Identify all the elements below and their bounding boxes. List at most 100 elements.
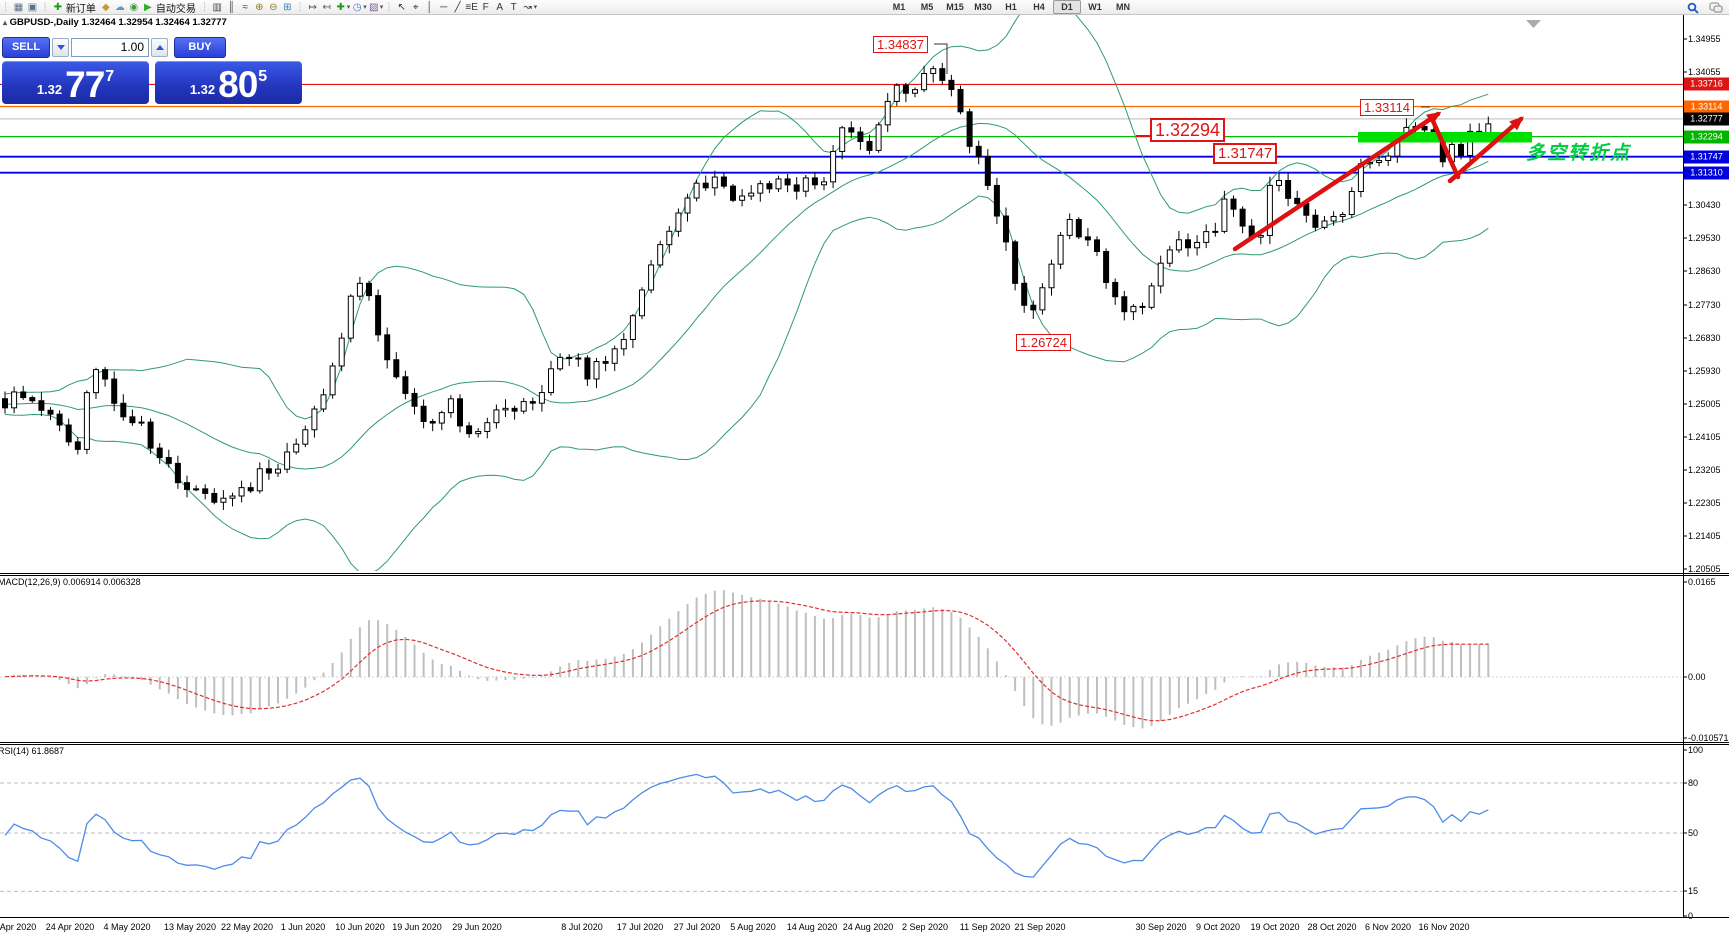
templates-icon-dropdown[interactable]: ▾: [379, 4, 384, 11]
price-annotation-high[interactable]: 1.34837: [873, 36, 928, 53]
new-order-icon[interactable]: ✚: [53, 1, 63, 13]
collapse-arrow-icon[interactable]: ▴: [3, 18, 8, 27]
timeframe-m5[interactable]: M5: [920, 2, 934, 12]
macd-histogram[interactable]: [4, 590, 1490, 729]
sell-button[interactable]: SELL: [2, 37, 50, 58]
price-tag: 1.33114: [1684, 100, 1729, 114]
vline-icon[interactable]: │: [426, 1, 433, 13]
timeframe-mn[interactable]: MN: [1116, 2, 1130, 12]
chart-window-icon[interactable]: ▦: [13, 1, 24, 13]
hline-icon[interactable]: ─: [440, 1, 448, 13]
periods-icon-dropdown[interactable]: ▾: [363, 4, 367, 11]
sell-quote-panel[interactable]: 1.32 77 7: [2, 61, 149, 104]
line-chart-icon[interactable]: ≈: [242, 1, 249, 13]
candlestick-chart-icon[interactable]: ║: [227, 1, 235, 13]
tile-windows-icon[interactable]: ⊞: [283, 1, 292, 13]
zoom-in-icon[interactable]: ⊕: [255, 1, 264, 13]
cloud-icon[interactable]: ☁: [114, 1, 125, 13]
bollinger-band-line[interactable]: [4, 0, 1489, 420]
date-label: 21 Sep 2020: [1014, 922, 1066, 932]
price-tick-label: 1.24105: [1688, 432, 1721, 442]
date-label: 22 May 2020: [220, 922, 274, 932]
timeframe-w1[interactable]: W1: [1088, 2, 1102, 12]
price-tick-label: 1.20505: [1688, 564, 1721, 574]
volume-input[interactable]: 1.00: [71, 38, 149, 57]
volume-up-button[interactable]: [151, 38, 168, 57]
price-annotation-low[interactable]: 1.26724: [1016, 334, 1071, 351]
cursor-icon[interactable]: ↖: [397, 1, 406, 13]
macd-signal-line[interactable]: [4, 600, 1489, 722]
zoom-out-icon[interactable]: ⊖: [269, 1, 278, 13]
fibo-expansion-icon[interactable]: F: [482, 1, 489, 13]
shapes-icon-dropdown[interactable]: ▾: [533, 4, 538, 11]
new-order-label[interactable]: 新订单: [65, 3, 96, 15]
date-label: 19 Oct 2020: [1250, 922, 1300, 932]
autotrade-label[interactable]: 自动交易: [155, 3, 196, 15]
green-highlight-band[interactable]: [1358, 132, 1532, 143]
price-annotation-resistance[interactable]: 1.33114: [1360, 99, 1415, 116]
price-axis-border: [1683, 14, 1684, 917]
date-label: 24 Aug 2020: [842, 922, 894, 932]
bar-chart-icon[interactable]: ▥: [212, 1, 222, 13]
panel-separator[interactable]: [0, 742, 1729, 743]
scroll-end-marker-icon[interactable]: [1526, 20, 1541, 28]
bollinger-band-line[interactable]: [4, 195, 1489, 574]
buy-button[interactable]: BUY: [174, 37, 226, 58]
chart-shift-icon[interactable]: ↤: [322, 1, 331, 13]
signal-icon[interactable]: ◉: [129, 1, 139, 13]
data-window-icon[interactable]: ▣: [27, 1, 38, 13]
trend-arrow[interactable]: [1430, 118, 1461, 180]
toolbar-grip: ┆: [201, 1, 208, 12]
symbol-name: GBPUSD-,Daily: [9, 17, 79, 28]
arrow-head-icon: [1509, 116, 1525, 131]
chinese-note-text[interactable]: 多空转折点: [1526, 142, 1632, 164]
trendline-icon[interactable]: ╱: [454, 1, 461, 13]
date-label: 1 Jun 2020: [280, 922, 326, 932]
toolbar-grip: ┆: [297, 1, 303, 12]
text-icon[interactable]: A: [496, 1, 503, 13]
price-annotation-pivot[interactable]: 1.32294: [1150, 118, 1226, 142]
auto-scroll-icon[interactable]: ↦: [308, 1, 317, 13]
autotrade-icon[interactable]: ▶: [143, 1, 152, 13]
date-label: 24 Apr 2020: [45, 922, 95, 932]
timeframe-d1[interactable]: D1: [1053, 0, 1081, 14]
candles[interactable]: [2, 62, 1492, 510]
timeframe-h1[interactable]: H1: [1005, 2, 1017, 12]
symbol-ohlc: 1.32464 1.32954 1.32464 1.32777: [81, 17, 227, 28]
timeframe-m15[interactable]: M15: [946, 2, 964, 12]
indicators-icon-dropdown[interactable]: ▾: [346, 4, 351, 11]
rsi-tick-label: 50: [1688, 828, 1699, 838]
date-label: 28 Oct 2020: [1307, 922, 1357, 932]
trend-arrow[interactable]: [1232, 111, 1441, 252]
rsi-tick-label: 80: [1688, 778, 1699, 788]
price-tick-label: 1.34955: [1688, 34, 1721, 44]
buy-price-big: 80: [218, 64, 258, 105]
rsi-tick-label: 100: [1688, 745, 1704, 755]
shapes-icon[interactable]: ↝: [523, 1, 532, 13]
bollinger-band-line[interactable]: [4, 122, 1489, 470]
crosshair-icon[interactable]: ⌖: [412, 1, 419, 13]
indicators-icon[interactable]: ✚: [336, 1, 345, 13]
chat-icon[interactable]: [1709, 1, 1723, 14]
history-icon[interactable]: ◆: [101, 1, 110, 13]
timeframe-m1[interactable]: M1: [892, 2, 906, 12]
fibonacci-icon[interactable]: ≡E: [465, 1, 478, 13]
panel-separator[interactable]: [0, 573, 1729, 574]
rsi-line[interactable]: [4, 773, 1489, 878]
buy-quote-panel[interactable]: 1.32 80 5: [155, 61, 302, 104]
timeframe-m30[interactable]: M30: [974, 2, 992, 12]
price-tick-label: 1.21405: [1688, 531, 1721, 541]
date-label: 8 Jul 2020: [561, 922, 603, 932]
search-icon[interactable]: [1687, 2, 1699, 14]
periods-icon[interactable]: ◷: [352, 1, 362, 13]
templates-icon[interactable]: ▨: [368, 1, 379, 13]
date-label: 19 Jun 2020: [392, 922, 442, 932]
volume-dropdown-button[interactable]: [52, 38, 69, 57]
timeframe-h4[interactable]: H4: [1033, 2, 1045, 12]
trend-arrow[interactable]: [1447, 116, 1524, 184]
date-label: 15 Apr 2020: [0, 922, 37, 932]
price-tick-label: 1.23205: [1688, 465, 1721, 475]
label-icon[interactable]: T: [510, 1, 517, 13]
price-annotation-support[interactable]: 1.31747: [1213, 143, 1278, 164]
